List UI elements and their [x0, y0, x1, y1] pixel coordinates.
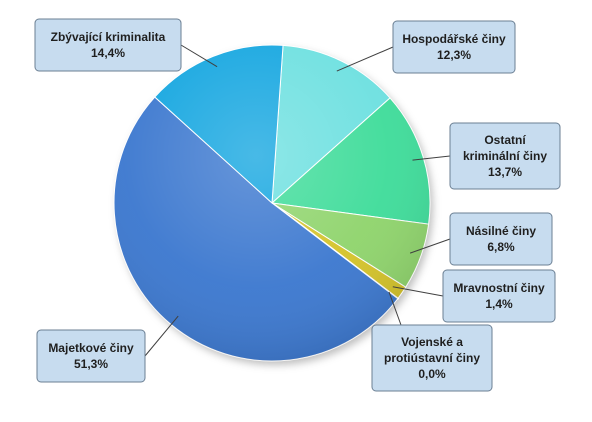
slice-name-label: Zbývající kriminalita — [51, 30, 166, 44]
slice-label: Násilné činy 6,8% — [449, 212, 553, 266]
slice-name-label: Mravnostní činy — [453, 281, 545, 295]
slice-label-box — [36, 329, 146, 383]
slice-name-label: kriminální činy — [463, 149, 547, 163]
slice-label-box — [392, 20, 516, 74]
slice-label: Majetkové činy 51,3% — [36, 329, 146, 383]
slice-percent-label: 14,4% — [91, 46, 125, 60]
slice-label-box — [449, 122, 561, 190]
slice-label-box — [34, 18, 182, 72]
leader-line — [180, 44, 218, 68]
pie-slices — [113, 44, 431, 362]
slice-name-label: Násilné činy — [466, 224, 536, 238]
slice-percent-label: 1,4% — [485, 297, 513, 311]
leader-line — [412, 155, 451, 161]
slice-label: Hospodářské činy 12,3% — [392, 20, 516, 74]
leader-line — [409, 238, 451, 254]
leader-lines — [144, 44, 451, 357]
leader-line — [336, 46, 394, 72]
slice-percent-label: 51,3% — [74, 357, 108, 371]
slice-label-box — [371, 324, 493, 392]
slice-label-box — [449, 212, 553, 266]
slice-name-label: Ostatní — [484, 133, 526, 147]
slice-percent-label: 6,8% — [487, 240, 515, 254]
leader-line — [388, 291, 402, 326]
leader-line — [144, 315, 179, 357]
slice-percent-label: 12,3% — [437, 48, 471, 62]
slice-name-label: Hospodářské činy — [402, 32, 506, 46]
slice-name-label: protiústavní činy — [384, 351, 480, 365]
slice-label: Zbývající kriminalita 14,4% — [34, 18, 182, 72]
slice-name-label: Majetkové činy — [48, 341, 134, 355]
slice-labels: Hospodářské činy 12,3% Ostatní kriminální č… — [34, 18, 561, 392]
slice-name-label: Vojenské a — [401, 335, 463, 349]
slice-label: Vojenské a protiústavní činy 0,0% — [371, 324, 493, 392]
slice-label: Ostatní kriminální činy 13,7% — [449, 122, 561, 190]
slice-percent-label: 13,7% — [488, 165, 522, 179]
slice-percent-label: 0,0% — [418, 367, 446, 381]
leader-line — [392, 286, 444, 297]
slice-label: Mravnostní činy 1,4% — [442, 269, 556, 323]
slice-label-box — [442, 269, 556, 323]
